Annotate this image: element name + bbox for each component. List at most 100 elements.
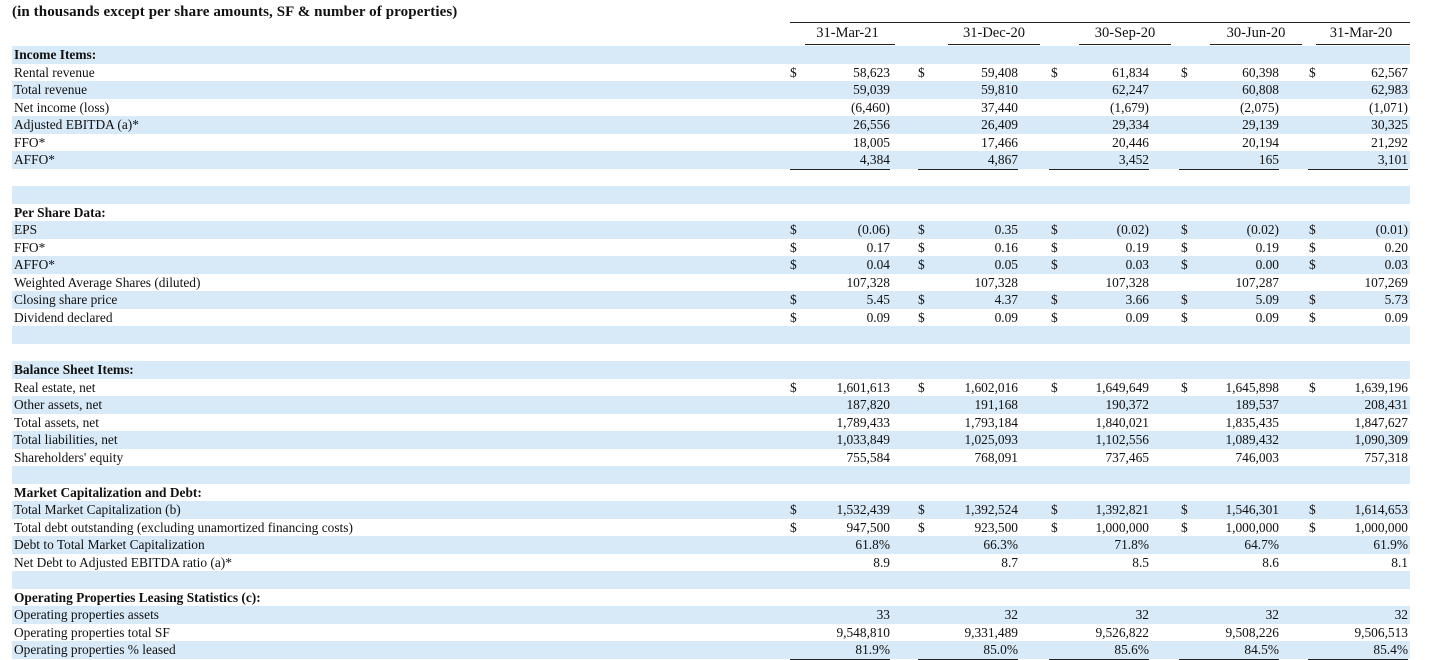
cell-value: 3,101	[1308, 151, 1408, 170]
cell-value: 37,440	[981, 99, 1018, 115]
dollar-sign: $	[1309, 64, 1316, 80]
row-label: AFFO*	[14, 257, 55, 272]
cell-value: 0.09	[1179, 309, 1279, 327]
cell-value: (0.06)	[857, 222, 890, 237]
dollar-sign: $	[790, 222, 797, 237]
cell-value: 4,867	[918, 151, 1018, 170]
cell-value: 0.16	[994, 239, 1018, 255]
cell-value: 1,102,556	[1095, 432, 1149, 447]
cell-value: 107,328	[1105, 274, 1149, 290]
cell-value: 107,328	[974, 274, 1018, 290]
row-label: Operating properties % leased	[14, 642, 176, 657]
cell-value: 107,269	[1364, 274, 1408, 290]
table-row: EPS $ (0.06) $0.35 $ (0.02) $ (0.02) $ (0.01)	[12, 221, 1410, 239]
cell-value: 30,325	[1371, 117, 1408, 132]
cell-value: 755,584	[790, 449, 890, 467]
cell-value: 61,834	[1112, 64, 1149, 80]
row-label: Dividend declared	[14, 309, 113, 325]
dollar-sign: $	[918, 257, 925, 272]
spacer-row	[12, 169, 1410, 187]
header-top-rule	[790, 22, 1410, 23]
cell-value: 1,089,432	[1225, 432, 1279, 447]
cell-value: 189,537	[1235, 397, 1279, 412]
section-heading: Income Items:	[14, 47, 97, 62]
table-row: Net Debt to Adjusted EBITDA ratio (a)* 8.…	[12, 554, 1410, 572]
cell-value: 61.9%	[1373, 537, 1408, 552]
cell-value: 0.19	[1125, 239, 1149, 255]
cell-value: 923,500	[974, 519, 1018, 535]
cell-value: 208,431	[1364, 397, 1408, 412]
cell-value: 191,168	[974, 397, 1018, 412]
row-label: Total Market Capitalization (b)	[14, 502, 181, 517]
table-row: Shareholders' equity 755,584 768,091 737,46…	[12, 449, 1410, 467]
table-row: Net income (loss) (6,460) 37,440 (1,679) (2,…	[12, 99, 1410, 117]
dollar-sign: $	[790, 292, 797, 307]
dollar-sign: $	[918, 222, 925, 237]
cell-value: 4.37	[994, 292, 1018, 307]
cell-value: 8.6	[1179, 554, 1279, 572]
row-label: Total revenue	[14, 82, 88, 97]
cell-value: 81.9%	[790, 641, 890, 660]
dollar-sign: $	[1051, 222, 1058, 237]
dollar-sign: $	[790, 64, 797, 80]
dollar-sign: $	[918, 239, 925, 255]
cell-value: 0.35	[994, 222, 1018, 237]
dollar-sign: $	[918, 519, 925, 535]
header-underline	[948, 44, 1040, 45]
cell-value: 62,247	[1112, 82, 1149, 97]
cell-value: 107,287	[1235, 274, 1279, 290]
cell-value: 0.03	[1384, 257, 1408, 272]
dollar-sign: $	[1051, 292, 1058, 307]
cell-value: (1,679)	[1109, 99, 1149, 115]
period-header: 31-Dec-20	[962, 25, 1025, 41]
row-label: EPS	[14, 222, 38, 237]
dollar-sign: $	[1181, 239, 1188, 255]
cell-value: 0.20	[1384, 239, 1408, 255]
cell-value: 4,384	[790, 151, 890, 170]
header-underline	[1079, 44, 1171, 45]
row-label: Weighted Average Shares (diluted)	[14, 274, 201, 290]
cell-value: 8.7	[918, 554, 1018, 572]
table-row: Other assets, net 187,820 191,168 190,372 18…	[12, 396, 1410, 414]
cell-value: 18,005	[853, 134, 890, 150]
cell-value: 9,331,489	[964, 624, 1018, 640]
cell-value: 1,000,000	[1225, 519, 1279, 535]
cell-value: 58,623	[853, 64, 890, 80]
cell-value: 190,372	[1105, 397, 1149, 412]
table-row: Real estate, net $1,601,613 $1,602,016 $1,6…	[12, 379, 1410, 397]
cell-value: 17,466	[981, 134, 1018, 150]
table-row: Closing share price $5.45 $4.37 $3.66 $5.09 $…	[12, 291, 1410, 309]
cell-value: (2,075)	[1239, 99, 1279, 115]
dollar-sign: $	[790, 379, 797, 395]
cell-value: 9,548,810	[836, 624, 890, 640]
dollar-sign: $	[1309, 502, 1316, 517]
table-row: Total debt outstanding (excluding unamor…	[12, 519, 1410, 537]
cell-value: 85.6%	[1049, 641, 1149, 660]
cell-value: 1,847,627	[1354, 414, 1408, 430]
cell-value: 32	[1394, 607, 1408, 622]
cell-value: 1,840,021	[1095, 414, 1149, 430]
spacer-row	[12, 344, 1410, 362]
row-label: Total liabilities, net	[14, 432, 118, 447]
cell-value: 3,452	[1049, 151, 1149, 170]
dollar-sign: $	[1309, 379, 1316, 395]
cell-value: 1,649,649	[1095, 379, 1149, 395]
section-heading: Balance Sheet Items:	[14, 362, 134, 377]
cell-value: 32	[1265, 607, 1279, 622]
table-row: Operating properties total SF 9,548,810 9,…	[12, 624, 1410, 642]
period-header: 30-Sep-20	[1094, 25, 1156, 41]
cell-value: 1,645,898	[1225, 379, 1279, 395]
section-heading: Operating Properties Leasing Statistics …	[14, 589, 261, 605]
table-row: Operating properties assets 33 32 32 32 32	[12, 606, 1410, 624]
dollar-sign: $	[790, 257, 797, 272]
cell-value: 71.8%	[1114, 537, 1149, 552]
cell-value: 32	[1004, 607, 1018, 622]
cell-value: 33	[876, 607, 890, 622]
cell-value: 1,532,439	[836, 502, 890, 517]
cell-value: (0.02)	[1116, 222, 1149, 237]
dollar-sign: $	[1051, 502, 1058, 517]
cell-value: 0.09	[918, 309, 1018, 327]
cell-value: (0.01)	[1375, 222, 1408, 237]
cell-value: 0.09	[1308, 309, 1408, 327]
dollar-sign: $	[1051, 257, 1058, 272]
